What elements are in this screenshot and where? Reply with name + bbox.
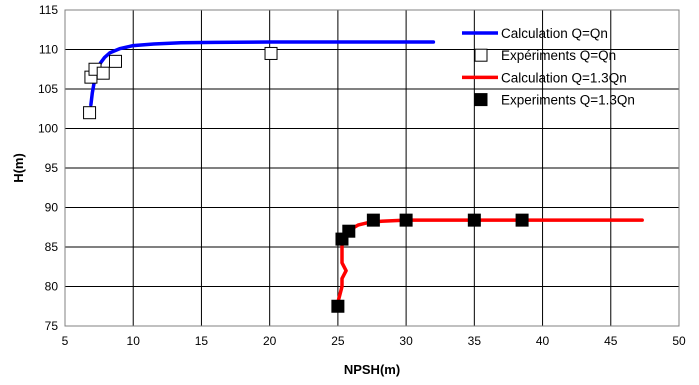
data-point-marker xyxy=(331,299,345,313)
plot-area-border xyxy=(64,9,680,327)
x-tick-label: 35 xyxy=(468,334,482,348)
x-tick-label: 5 xyxy=(62,334,69,348)
data-point-marker xyxy=(467,213,481,227)
y-tick-label: 105 xyxy=(38,82,58,96)
y-tick-label: 80 xyxy=(45,280,59,294)
data-point-marker xyxy=(264,46,278,60)
x-tick-label: 10 xyxy=(127,334,141,348)
series-2 xyxy=(83,46,278,120)
tick-labels: 75 80 85 90 95 100 105 110 115 5 10 15 20 25 30 35 40 45 5… xyxy=(38,3,686,348)
x-axis-title: NPSH(m) xyxy=(344,362,400,377)
x-tick-label: 15 xyxy=(195,334,209,348)
y-tick-label: 85 xyxy=(45,240,59,254)
legend-label: Calculation Q=Qn xyxy=(501,26,608,41)
x-tick-label: 45 xyxy=(604,334,618,348)
data-point-marker xyxy=(96,66,110,80)
y-tick-label: 95 xyxy=(45,161,59,175)
x-tick-label: 30 xyxy=(399,334,413,348)
legend-entry-3: Calculation Q=1.3Qn xyxy=(462,70,627,85)
series-4 xyxy=(331,213,529,313)
legend-label: Experiments Q=1.3Qn xyxy=(501,93,635,108)
legend-label: Calculation Q=1.3Qn xyxy=(501,70,627,85)
data-point-marker xyxy=(108,54,122,68)
legend: Calculation Q=Qn Expériments Q=Qn Calculat… xyxy=(462,26,635,108)
y-axis-title: H(m) xyxy=(11,153,26,183)
legend-entry-4: Experiments Q=1.3Qn xyxy=(474,93,635,108)
y-tick-label: 75 xyxy=(45,319,59,333)
plot-series xyxy=(83,40,644,313)
x-tick-label: 50 xyxy=(672,334,686,348)
y-tick-label: 100 xyxy=(38,122,58,136)
legend-marker-swatch xyxy=(474,48,488,62)
legend-entry-1: Calculation Q=Qn xyxy=(462,26,608,41)
x-tick-label: 40 xyxy=(536,334,550,348)
x-tick-label: 25 xyxy=(331,334,345,348)
data-point-marker xyxy=(342,224,356,238)
data-point-marker xyxy=(366,213,380,227)
y-tick-label: 115 xyxy=(39,3,58,17)
data-point-marker xyxy=(515,213,529,227)
data-point-marker xyxy=(399,213,413,227)
legend-entry-2: Expériments Q=Qn xyxy=(474,48,616,63)
x-tick-label: 20 xyxy=(263,334,277,348)
y-tick-label: 110 xyxy=(39,43,58,57)
y-tick-label: 90 xyxy=(45,201,59,215)
legend-label: Expériments Q=Qn xyxy=(501,48,616,63)
data-point-marker xyxy=(83,106,97,120)
legend-marker-swatch xyxy=(474,93,488,107)
